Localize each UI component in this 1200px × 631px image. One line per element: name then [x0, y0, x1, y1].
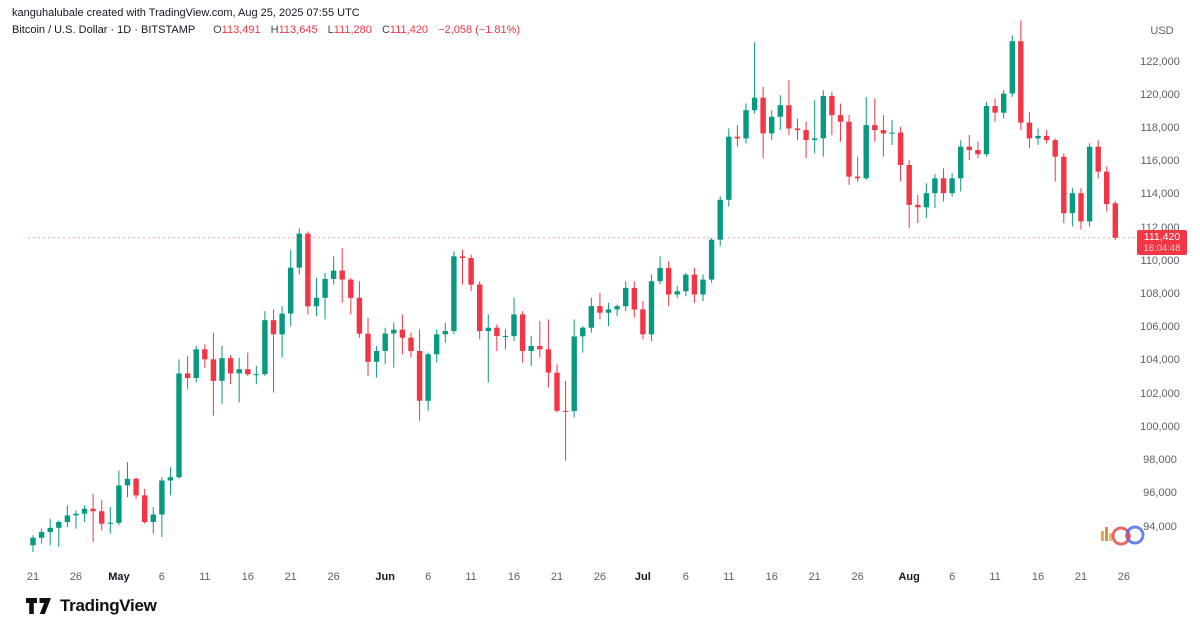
time-tick-label: 6: [425, 571, 432, 583]
open-value: 113,491: [221, 24, 261, 36]
price-tick-label: 110,000: [1140, 254, 1180, 267]
currency-label: USD: [1150, 25, 1174, 37]
time-tick-label: 21: [284, 571, 297, 583]
time-tick-label: 16: [765, 571, 778, 583]
time-scale[interactable]: 21 26 May 6 11 16 21 26 Jun 6 11 16 21 26 Jul 6 11 16 21 26…: [0, 566, 1136, 590]
time-tick-label: Jun: [375, 571, 395, 583]
time-tick-label: 11: [989, 571, 1001, 583]
time-tick-label: 11: [465, 571, 477, 583]
time-tick-label: 26: [1117, 571, 1131, 583]
low-label: L: [327, 24, 334, 36]
last-price-value: 111,420: [1143, 230, 1181, 243]
high-label: H: [270, 24, 279, 36]
open-label: O: [213, 24, 222, 36]
close-value: 111,420: [389, 24, 429, 36]
attribution-text: kanguhalubale created with TradingView.c…: [12, 7, 360, 19]
time-tick-label: 16: [1031, 571, 1045, 583]
price-tick-label: 120,000: [1140, 88, 1180, 101]
exchange-label: BITSTAMP: [141, 24, 196, 36]
symbol-title[interactable]: Bitcoin / U.S. Dollar: [12, 24, 108, 36]
watermark-icon: [1101, 525, 1145, 546]
price-tick-label: 118,000: [1140, 121, 1180, 134]
time-tick-label: 16: [241, 571, 254, 583]
tradingview-logo[interactable]: TradingView: [26, 596, 157, 616]
time-tick-label: Aug: [898, 571, 920, 583]
time-tick-label: 11: [199, 571, 211, 583]
time-tick-label: 26: [593, 571, 607, 583]
ohlc-readout: O113,491 H113,645 L111,280 C111,420 −2,0…: [206, 24, 520, 36]
price-tick-label: 114,000: [1140, 188, 1180, 201]
price-tick-label: 96,000: [1143, 487, 1177, 500]
low-value: 111,280: [333, 24, 372, 36]
price-scale[interactable]: 122,000 120,000 118,000 116,000 114,000 112,0…: [1136, 0, 1192, 560]
time-tick-label: 21: [808, 571, 821, 583]
tradingview-logo-icon: [26, 598, 51, 614]
interval-label[interactable]: 1D: [117, 24, 132, 36]
time-tick-label: 26: [851, 571, 864, 583]
time-tick-label: 16: [507, 571, 521, 583]
time-tick-label: May: [108, 571, 130, 583]
time-tick-label: 21: [1074, 571, 1088, 583]
price-tick-label: 106,000: [1140, 321, 1180, 334]
price-tick-label: 100,000: [1140, 420, 1180, 433]
price-tick-label: 104,000: [1140, 354, 1180, 367]
price-tick-label: 122,000: [1140, 55, 1180, 68]
time-tick-label: 21: [550, 571, 564, 583]
price-tick-label: 102,000: [1140, 387, 1180, 400]
close-label: C: [381, 24, 390, 36]
price-tick-label: 108,000: [1140, 288, 1180, 300]
high-value: 113,645: [278, 24, 318, 36]
time-tick-label: Jul: [634, 571, 651, 583]
last-price-badge: 111,420 16:04:48: [1137, 230, 1187, 255]
price-tick-label: 98,000: [1143, 454, 1177, 467]
time-tick-label: 6: [682, 571, 689, 583]
time-tick-label: 26: [327, 571, 340, 583]
bar-countdown: 16:04:48: [1143, 242, 1181, 254]
time-tick-label: 21: [26, 571, 40, 583]
symbol-header: Bitcoin / U.S. Dollar · 1D · BITSTAMP O1…: [12, 24, 521, 36]
price-tick-label: 116,000: [1140, 155, 1180, 168]
time-tick-label: 6: [158, 571, 165, 583]
time-tick-label: 11: [723, 571, 735, 583]
time-tick-label: 26: [69, 571, 83, 583]
time-tick-label: 6: [949, 571, 956, 583]
tradingview-logo-text: TradingView: [60, 596, 157, 615]
price-tick-label: 94,000: [1143, 520, 1177, 533]
change-value: −2,058 (−1.81%): [438, 24, 521, 36]
